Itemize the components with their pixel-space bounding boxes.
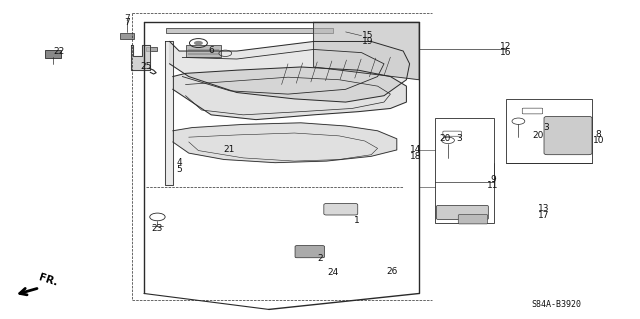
Text: 25: 25 [140,63,152,71]
FancyBboxPatch shape [544,116,592,155]
FancyBboxPatch shape [458,215,488,224]
Text: 10: 10 [593,137,604,145]
Text: 26: 26 [386,267,397,276]
Bar [166,28,333,33]
Polygon shape [165,41,173,185]
Text: FR.: FR. [37,272,59,287]
Text: 20: 20 [439,134,451,143]
Polygon shape [173,123,397,163]
Polygon shape [131,45,150,70]
Text: 1: 1 [355,216,360,225]
FancyBboxPatch shape [324,204,358,215]
FancyBboxPatch shape [436,205,488,219]
Text: 8: 8 [596,130,601,139]
Text: 3: 3 [457,134,462,143]
Text: 9: 9 [490,175,495,184]
Polygon shape [170,41,410,102]
Text: 19: 19 [362,37,374,46]
Text: 20: 20 [532,131,543,140]
Bar [435,118,494,223]
Text: 18: 18 [410,152,422,161]
Text: 12: 12 [500,42,511,51]
Text: 22: 22 [53,47,65,56]
Text: 14: 14 [410,145,422,154]
Bar [186,45,221,57]
Text: 4: 4 [177,158,182,167]
Circle shape [194,41,203,45]
Text: 16: 16 [500,48,511,57]
Bar [146,47,157,51]
Text: 7: 7 [124,14,129,23]
Text: 11: 11 [487,181,499,189]
Text: 7: 7 [124,18,129,27]
FancyBboxPatch shape [295,246,324,258]
Text: 2: 2 [317,254,323,263]
Text: 15: 15 [362,31,374,40]
Text: 6: 6 [209,46,214,55]
Text: 3: 3 [543,123,548,132]
Text: 23: 23 [152,224,163,233]
Text: 13: 13 [538,204,550,213]
Text: 21: 21 [223,145,235,154]
Text: 17: 17 [538,211,550,220]
Polygon shape [314,22,419,80]
Text: S84A-B3920: S84A-B3920 [532,300,582,309]
Bar [506,99,592,163]
Polygon shape [173,67,406,120]
Text: 24: 24 [328,268,339,277]
Text: 5: 5 [177,165,182,174]
FancyBboxPatch shape [120,33,134,39]
FancyBboxPatch shape [45,50,61,58]
